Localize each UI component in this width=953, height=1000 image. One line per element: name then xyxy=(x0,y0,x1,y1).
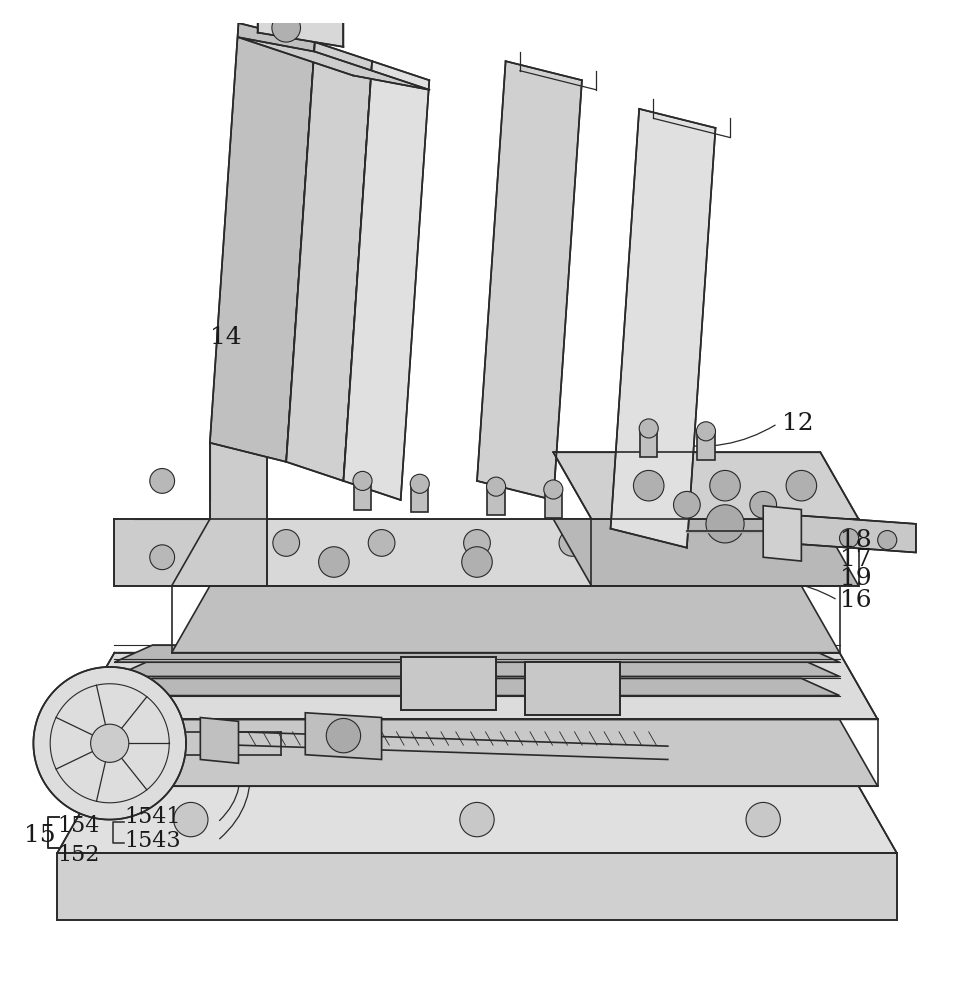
Polygon shape xyxy=(354,481,371,510)
Circle shape xyxy=(459,802,494,837)
Circle shape xyxy=(709,470,740,501)
Circle shape xyxy=(785,470,816,501)
Polygon shape xyxy=(210,23,314,462)
Polygon shape xyxy=(33,667,186,820)
Polygon shape xyxy=(76,653,877,719)
Polygon shape xyxy=(305,713,381,759)
Polygon shape xyxy=(76,719,877,786)
Circle shape xyxy=(673,491,700,518)
Circle shape xyxy=(173,802,208,837)
Circle shape xyxy=(633,470,663,501)
Polygon shape xyxy=(114,645,839,662)
Circle shape xyxy=(745,802,780,837)
Circle shape xyxy=(318,547,349,577)
Polygon shape xyxy=(238,37,429,90)
Circle shape xyxy=(410,474,429,493)
Text: 1543: 1543 xyxy=(124,830,180,852)
Circle shape xyxy=(353,471,372,490)
Circle shape xyxy=(463,530,490,556)
Circle shape xyxy=(91,724,129,762)
Text: 17: 17 xyxy=(839,548,870,571)
Polygon shape xyxy=(524,662,619,715)
Circle shape xyxy=(696,422,715,441)
Circle shape xyxy=(326,718,360,753)
Polygon shape xyxy=(172,519,839,586)
Polygon shape xyxy=(411,484,428,512)
Polygon shape xyxy=(487,487,504,515)
Circle shape xyxy=(368,530,395,556)
Text: 19: 19 xyxy=(839,567,870,590)
Polygon shape xyxy=(57,853,896,920)
Circle shape xyxy=(639,419,658,438)
Polygon shape xyxy=(553,519,858,586)
Circle shape xyxy=(877,531,896,550)
Circle shape xyxy=(486,477,505,496)
Text: 152: 152 xyxy=(57,844,99,866)
Polygon shape xyxy=(172,586,839,653)
Circle shape xyxy=(543,480,562,499)
Text: 14: 14 xyxy=(210,326,241,349)
Polygon shape xyxy=(476,61,581,500)
Circle shape xyxy=(669,550,703,584)
Polygon shape xyxy=(553,452,858,519)
Circle shape xyxy=(150,469,174,493)
Polygon shape xyxy=(200,718,238,763)
Polygon shape xyxy=(114,443,267,586)
Polygon shape xyxy=(639,428,657,457)
Circle shape xyxy=(558,530,585,556)
Circle shape xyxy=(461,547,492,577)
Polygon shape xyxy=(286,42,372,481)
Polygon shape xyxy=(57,786,896,853)
Polygon shape xyxy=(343,61,429,500)
Polygon shape xyxy=(610,109,715,548)
Circle shape xyxy=(272,13,300,42)
Circle shape xyxy=(839,529,858,548)
Circle shape xyxy=(604,547,635,577)
Circle shape xyxy=(749,491,776,518)
Polygon shape xyxy=(781,514,915,552)
Polygon shape xyxy=(257,4,343,47)
Circle shape xyxy=(273,530,299,556)
Polygon shape xyxy=(114,678,839,696)
Polygon shape xyxy=(697,431,714,460)
Polygon shape xyxy=(114,659,839,676)
Text: 12: 12 xyxy=(781,412,813,435)
Text: 16: 16 xyxy=(839,589,870,612)
Circle shape xyxy=(705,505,743,543)
Text: 15: 15 xyxy=(24,824,55,847)
Circle shape xyxy=(654,530,680,556)
Circle shape xyxy=(150,545,174,570)
Polygon shape xyxy=(400,657,496,710)
Circle shape xyxy=(730,530,757,556)
Text: 154: 154 xyxy=(57,815,99,837)
Polygon shape xyxy=(544,490,561,518)
Polygon shape xyxy=(762,506,801,561)
Text: 1541: 1541 xyxy=(124,806,180,828)
Text: 18: 18 xyxy=(839,529,870,552)
